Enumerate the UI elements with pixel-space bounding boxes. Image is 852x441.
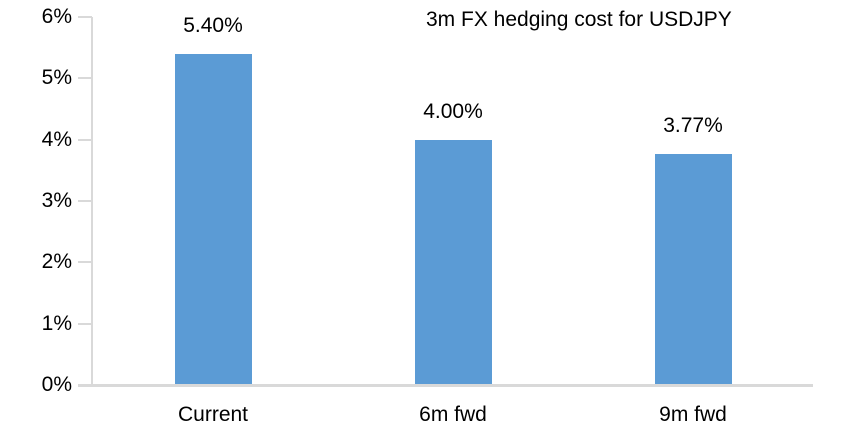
y-tick-label: 3% [41,189,72,212]
bar-current [174,54,252,384]
bar-value-label: 4.00% [423,100,483,123]
chart-title: 3m FX hedging cost for USDJPY [426,8,732,31]
y-tick-mark [78,77,92,80]
y-tick-mark [78,200,92,202]
x-axis-line [78,384,813,387]
y-tick-label: 0% [41,373,72,396]
x-category-label: 6m fwd [419,403,487,426]
y-tick-mark [78,16,92,18]
y-tick-mark [78,138,92,141]
y-tick-label: 6% [41,5,72,28]
bar-9m-fwd [654,154,732,384]
bar-value-label: 3.77% [663,114,723,137]
y-tick-label: 1% [41,311,72,335]
y-tick-label: 5% [41,66,72,90]
x-category-label: 9m fwd [659,403,727,426]
y-tick-label: 4% [41,127,72,151]
x-category-label: Current [177,403,249,426]
y-tick-mark [78,261,92,264]
y-tick-mark [78,384,92,386]
bar-6m-fwd [414,140,492,384]
y-axis-line [91,17,93,385]
y-tick-mark [78,322,92,325]
y-tick-label: 2% [41,250,72,274]
bar-value-label: 5.40% [183,14,243,37]
